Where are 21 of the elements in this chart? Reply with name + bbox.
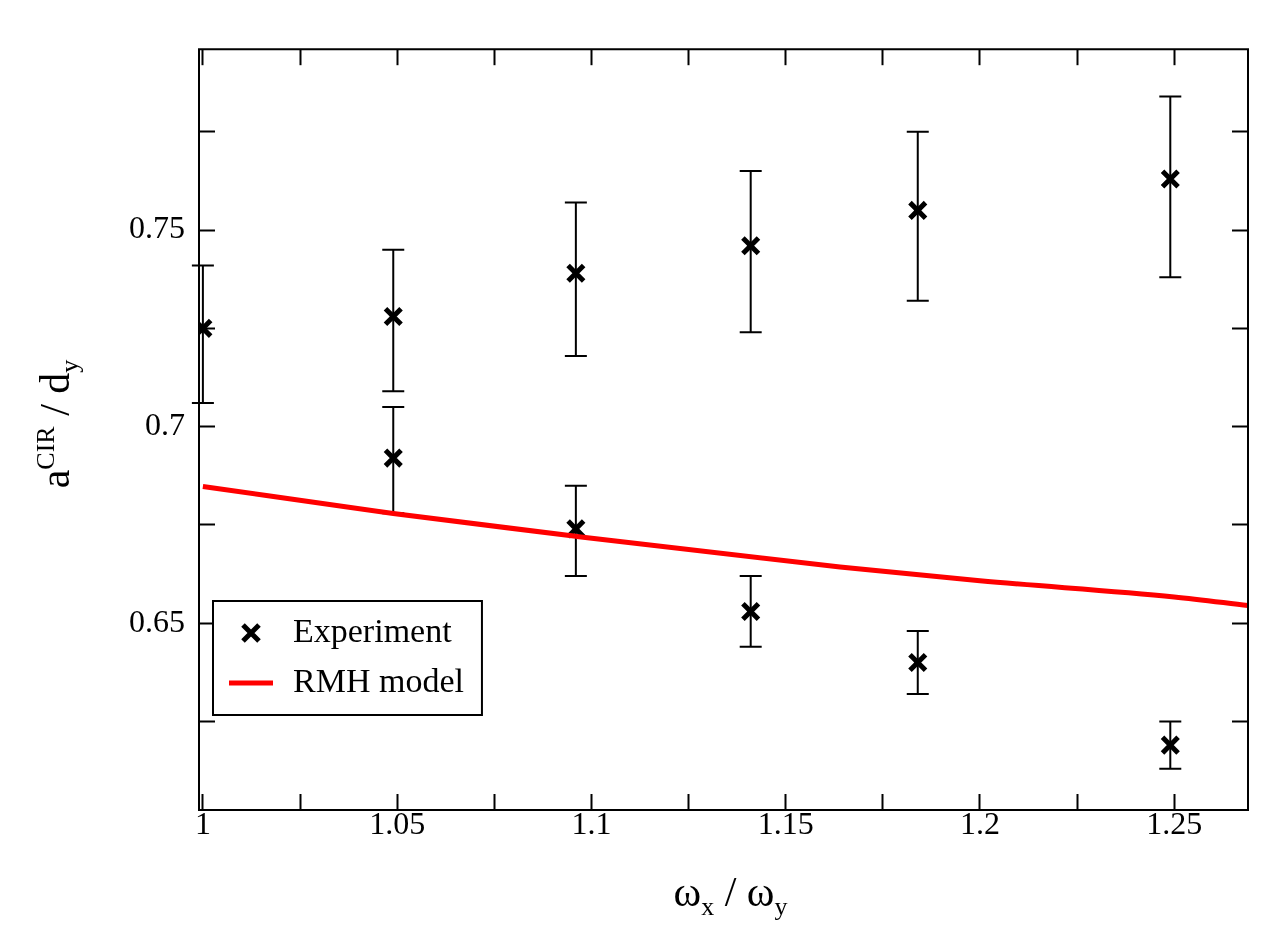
x-tick-label: 1.1 bbox=[571, 804, 612, 841]
x-axis-title: ω$_{x}$ / ω$_{y}$ bbox=[673, 868, 788, 923]
y-tick-label: 0.65 bbox=[129, 602, 185, 639]
x-tick-label: 1 bbox=[194, 804, 211, 841]
legend-label: RMH model bbox=[293, 661, 464, 699]
x-tick-label: 1.25 bbox=[1146, 804, 1203, 841]
x-tick-label: 1.15 bbox=[757, 804, 814, 841]
point bbox=[1160, 734, 1181, 756]
point bbox=[1160, 168, 1181, 190]
point bbox=[382, 447, 404, 469]
y-tick-label: 0.75 bbox=[129, 209, 185, 246]
x-tick-label: 1.05 bbox=[369, 804, 426, 841]
point bbox=[740, 235, 761, 257]
y-tick-label: 0.7 bbox=[145, 406, 185, 443]
x-tick-label: 1.2 bbox=[959, 804, 1000, 841]
point bbox=[907, 652, 929, 673]
point bbox=[565, 263, 587, 284]
point bbox=[740, 601, 761, 622]
point bbox=[907, 200, 929, 221]
legend-label: Experiment bbox=[293, 611, 453, 649]
point bbox=[382, 306, 404, 327]
